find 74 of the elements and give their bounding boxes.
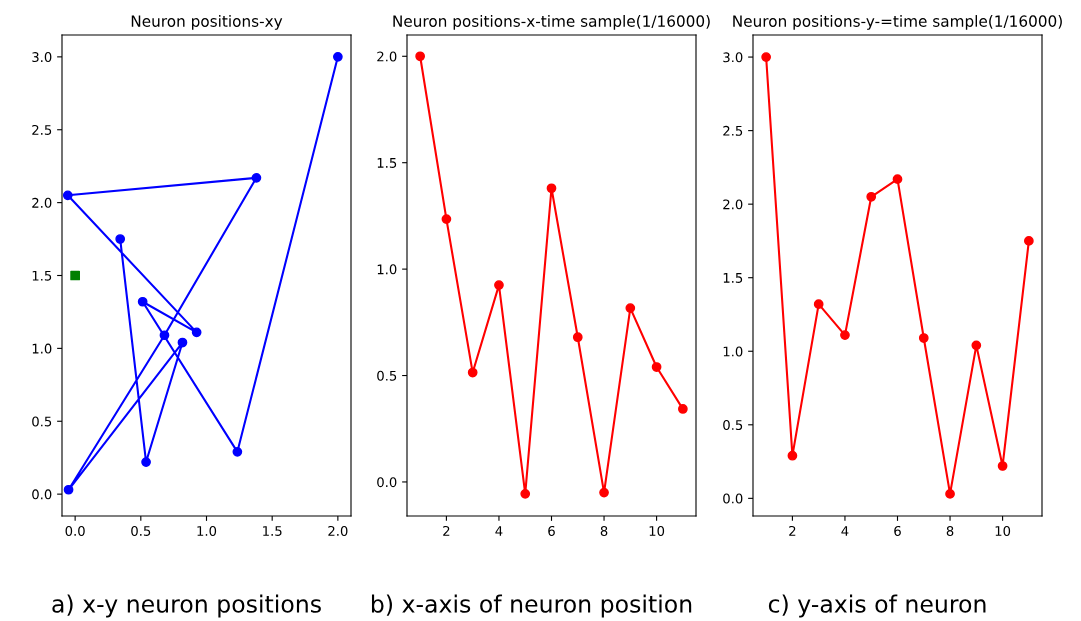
x-tick-label: 4 bbox=[495, 526, 503, 536]
point bbox=[971, 340, 982, 351]
y-tick-label: 2.0 bbox=[723, 199, 743, 210]
y-tick-label: 3.0 bbox=[32, 52, 52, 63]
y-tick-label: 2.0 bbox=[32, 197, 52, 208]
point bbox=[141, 457, 151, 467]
point bbox=[866, 191, 877, 202]
point bbox=[115, 234, 126, 244]
x-tick-label: 0.0 bbox=[65, 525, 85, 536]
y-tick-label: 1.5 bbox=[32, 270, 52, 281]
point bbox=[333, 52, 343, 62]
x-tick-label: 0.5 bbox=[131, 525, 151, 536]
point bbox=[494, 280, 504, 290]
text: b) x-axis of neuron position bbox=[371, 594, 692, 618]
point bbox=[70, 270, 80, 281]
y-tick-label: 1.0 bbox=[32, 343, 52, 354]
point bbox=[761, 52, 771, 62]
point bbox=[232, 447, 243, 457]
y-tick-label: 0.5 bbox=[32, 416, 52, 427]
x-tick-label: 2.0 bbox=[328, 525, 348, 536]
point bbox=[599, 487, 609, 498]
x-tick-label: 4 bbox=[841, 526, 849, 536]
point bbox=[625, 303, 636, 313]
x-tick-label: 8 bbox=[600, 525, 608, 536]
y-tick-label: 0.0 bbox=[377, 477, 397, 488]
y-tick-label: 2.5 bbox=[32, 124, 52, 135]
point bbox=[1024, 236, 1034, 246]
x-tick-label: 6 bbox=[894, 525, 901, 536]
point bbox=[787, 450, 798, 461]
point bbox=[251, 172, 262, 183]
y-tick-label: 1.5 bbox=[377, 158, 397, 168]
y-tick-label: 3.0 bbox=[723, 52, 743, 63]
y-tick-label: 0.0 bbox=[32, 489, 52, 500]
point bbox=[678, 404, 688, 414]
y-tick-label: 0.0 bbox=[723, 493, 743, 504]
point bbox=[191, 327, 202, 338]
point bbox=[918, 333, 929, 343]
x-tick-label: 8 bbox=[946, 525, 954, 536]
point bbox=[159, 330, 170, 341]
y-tick-label: 1.0 bbox=[723, 346, 743, 357]
point bbox=[572, 332, 583, 343]
chart-title: Neuron positions-x-time sample(1/16000) bbox=[393, 15, 710, 30]
y-tick-label: 2.0 bbox=[377, 51, 397, 62]
y-tick-label: 0.5 bbox=[723, 420, 743, 430]
y-tick-label: 1.0 bbox=[377, 264, 397, 275]
point bbox=[651, 362, 662, 372]
point bbox=[467, 367, 478, 378]
chart-title: Neuron positions-y-=time sample(1/16000) bbox=[733, 15, 1062, 30]
point bbox=[441, 214, 452, 224]
point bbox=[415, 51, 425, 62]
point bbox=[137, 296, 148, 307]
y-tick-label: 0.5 bbox=[377, 370, 397, 381]
point bbox=[62, 190, 73, 201]
point bbox=[997, 461, 1008, 471]
point bbox=[892, 174, 903, 185]
point bbox=[813, 299, 824, 310]
point bbox=[546, 183, 557, 194]
x-tick-label: 2 bbox=[443, 525, 450, 536]
point bbox=[520, 489, 531, 499]
x-tick-label: 2 bbox=[789, 525, 796, 536]
point bbox=[840, 330, 850, 340]
x-tick-label: 1.0 bbox=[197, 525, 217, 536]
y-tick-label: 1.5 bbox=[723, 273, 743, 283]
point bbox=[945, 489, 955, 499]
x-tick-label: 10 bbox=[995, 525, 1011, 536]
x-tick-label: 10 bbox=[649, 525, 665, 536]
chart-title: Neuron positions-xy bbox=[131, 15, 283, 30]
point bbox=[63, 484, 74, 495]
point bbox=[177, 337, 188, 348]
text: a) x-y neuron positions bbox=[52, 594, 321, 618]
x-tick-label: 6 bbox=[548, 525, 555, 536]
y-tick-label: 2.5 bbox=[723, 125, 743, 136]
x-tick-label: 1.5 bbox=[263, 526, 282, 536]
text: c) y-axis of neuron bbox=[768, 594, 986, 618]
